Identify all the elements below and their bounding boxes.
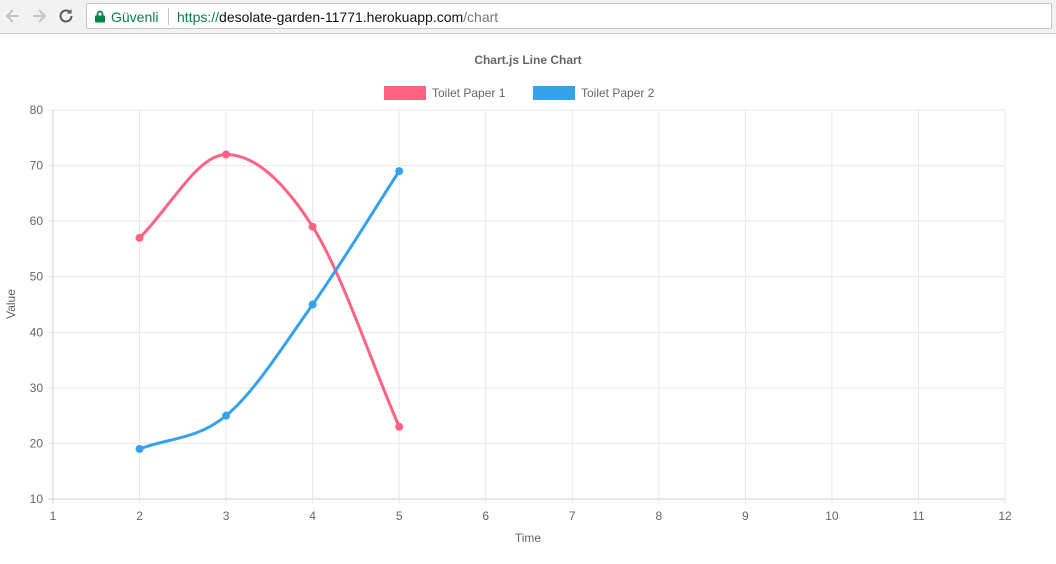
y-axis-label: Value	[4, 289, 18, 319]
url-path: /chart	[463, 9, 499, 25]
chart-grid	[48, 109, 1006, 504]
x-tick-label: 8	[655, 509, 662, 523]
y-tick-label: 30	[30, 381, 44, 395]
data-point[interactable]	[308, 300, 317, 309]
url-scheme: https://	[177, 9, 220, 25]
chart-legend: Toilet Paper 1 Toilet Paper 2	[384, 86, 655, 100]
y-tick-label: 70	[30, 159, 44, 173]
x-tick-label: 6	[482, 509, 489, 523]
chart-series	[135, 150, 404, 453]
series-line	[139, 170, 401, 451]
y-tick-label: 40	[30, 325, 44, 339]
forward-arrow-icon[interactable]	[29, 6, 49, 26]
url-host: desolate-garden-11771.herokuapp.com	[219, 9, 464, 25]
data-point[interactable]	[222, 411, 231, 420]
legend-label[interactable]: Toilet Paper 2	[581, 86, 655, 100]
y-tick-label: 80	[30, 103, 44, 117]
legend-label[interactable]: Toilet Paper 1	[432, 86, 506, 100]
secure-label[interactable]: Güvenli	[111, 9, 159, 25]
data-point[interactable]	[308, 222, 317, 231]
url-text[interactable]: https://desolate-garden-11771.herokuapp.…	[177, 9, 498, 25]
series-line	[138, 152, 401, 428]
address-bar[interactable]: Güvenli https://desolate-garden-11771.he…	[86, 3, 1052, 29]
x-tick-label: 9	[742, 509, 749, 523]
data-point[interactable]	[395, 422, 404, 431]
data-point[interactable]	[135, 233, 144, 242]
x-tick-label: 3	[223, 509, 230, 523]
data-point[interactable]	[222, 150, 231, 159]
x-tick-label: 10	[825, 509, 839, 523]
y-tick-label: 20	[30, 436, 44, 450]
chart-title: Chart.js Line Chart	[474, 53, 581, 67]
x-tick-label: 4	[309, 509, 316, 523]
x-tick-label: 1	[50, 509, 57, 523]
x-tick-label: 5	[396, 509, 403, 523]
lock-icon	[95, 10, 105, 23]
back-arrow-icon[interactable]	[3, 6, 23, 26]
omnibox-divider	[168, 8, 169, 25]
legend-swatch	[384, 86, 426, 100]
chart-container: Chart.js Line Chart Toilet Paper 1 Toilet…	[0, 35, 1056, 559]
legend-swatch	[533, 86, 575, 100]
reload-icon[interactable]	[56, 6, 76, 26]
x-tick-label: 7	[569, 509, 576, 523]
y-tick-label: 50	[30, 270, 44, 284]
x-tick-label: 12	[998, 509, 1012, 523]
y-tick-label: 60	[30, 214, 44, 228]
x-tick-label: 11	[912, 509, 925, 523]
browser-toolbar: Güvenli https://desolate-garden-11771.he…	[0, 0, 1056, 34]
x-axis-label: Time	[515, 531, 542, 545]
data-point[interactable]	[135, 444, 144, 453]
data-point[interactable]	[395, 167, 404, 176]
x-tick-label: 2	[136, 509, 143, 523]
line-chart: Chart.js Line Chart Toilet Paper 1 Toilet…	[4, 53, 1012, 545]
y-tick-label: 10	[30, 492, 44, 506]
